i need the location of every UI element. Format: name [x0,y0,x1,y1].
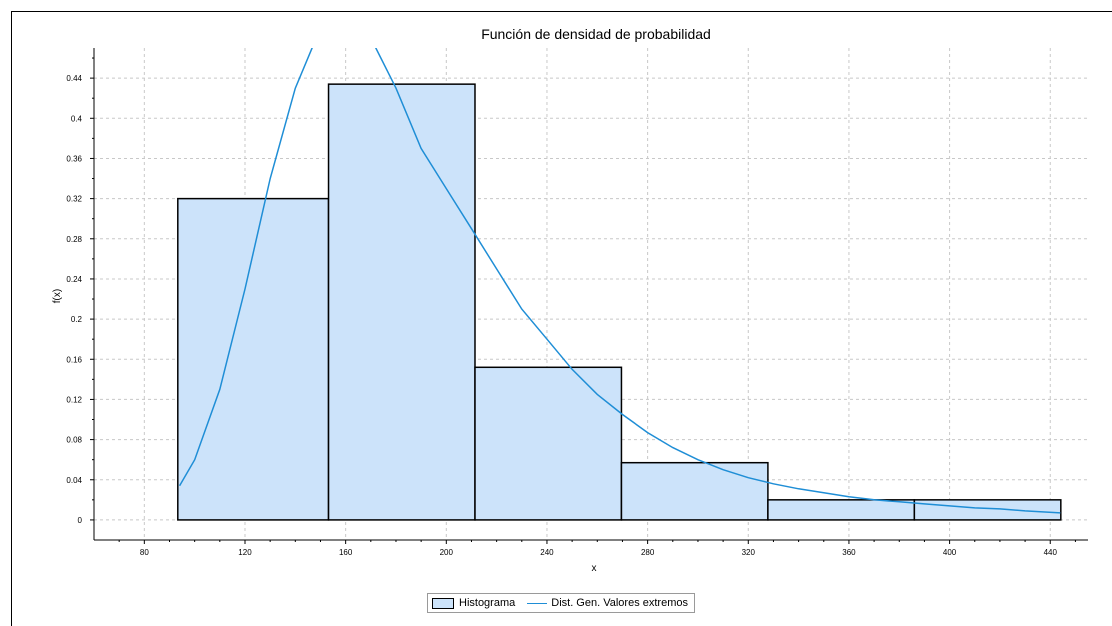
y-tick-label: 0.36 [66,154,82,163]
histogram-bar-6 [913,499,1062,521]
histogram-bars [177,83,1062,521]
chart-title: Función de densidad de probabilidad [481,26,711,42]
histogram-bar-5 [767,499,916,521]
y-tick-label: 0.4 [71,114,83,123]
histogram-bar-2 [327,83,476,521]
y-axis-label: f(x) [52,289,63,303]
axes-layer: 0 0.04 0.08 0.12 0.16 0.2 0.24 0.28 0.32 0.36 0.4 0… [66,48,1088,557]
x-tick-label: 280 [641,548,655,557]
legend-item-histogram: Histograma [432,597,515,609]
legend-label-histogram: Histograma [459,597,516,609]
x-axis-label: x [592,563,597,574]
x-tick-label: 440 [1044,548,1058,557]
x-tick-label: 80 [140,548,149,557]
x-tick-label: 320 [742,548,756,557]
x-tick-label: 160 [339,548,353,557]
chart-frame [11,11,1112,626]
legend-swatch-curve [527,602,548,604]
histogram-bar-4 [620,461,769,521]
y-tick-label: 0.16 [66,355,82,364]
x-tick-label: 360 [842,548,856,557]
legend-item-curve: Dist. Gen. Valores extremos [527,597,688,609]
y-tick-label: 0.24 [66,275,82,284]
x-tick-label: 200 [440,548,454,557]
legend-swatch-histogram [432,597,454,609]
chart-legend: Histograma Dist. Gen. Valores extremos [427,593,695,613]
y-tick-label: 0.04 [66,476,82,485]
x-tick-label: 120 [238,548,252,557]
y-tick-label: 0.08 [66,436,82,445]
density-curve [178,48,1061,514]
x-tick-label: 240 [540,548,554,557]
density-curve-layer [178,48,1061,514]
y-tick-label: 0.28 [66,235,82,244]
histogram-bar-3 [474,366,623,521]
grid-layer [94,48,1088,540]
y-tick-label: 0.44 [66,74,82,83]
y-tick-label: 0 [78,516,83,525]
legend-label-curve: Dist. Gen. Valores extremos [551,597,688,609]
y-tick-label: 0.2 [71,315,83,324]
y-tick-label: 0.32 [66,195,82,204]
x-tick-label: 400 [943,548,957,557]
y-tick-label: 0.12 [66,395,82,404]
histogram-bar-1 [177,197,330,521]
